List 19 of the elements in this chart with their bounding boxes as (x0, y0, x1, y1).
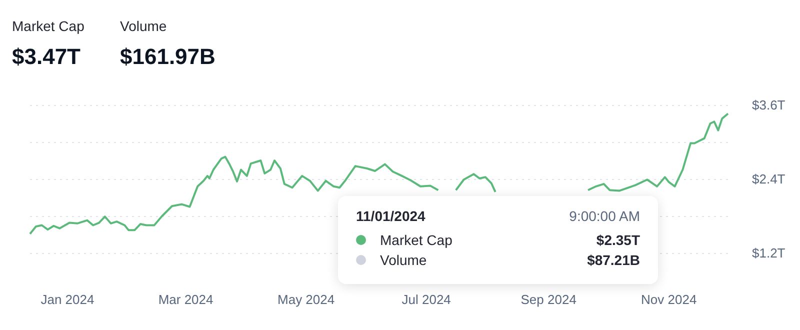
annotation: 9:00:00 AM (569, 208, 640, 224)
y-tick-label: $1.2T (752, 246, 786, 260)
annotation: Market Cap (379, 232, 452, 248)
x-tick-label: May 2024 (278, 292, 335, 307)
text: $3.47T (12, 44, 82, 70)
y-tick-label: $3.6T (752, 98, 786, 112)
x-tick-label: Jan 2024 (40, 292, 94, 307)
text: Volume (120, 18, 168, 34)
annotation: Volume (379, 252, 427, 268)
x-tick-label: Jul 2024 (402, 292, 451, 307)
y-tick-label: $2.4T (752, 172, 786, 186)
annotation: $2.35T (596, 232, 640, 248)
x-tick-label: Mar 2024 (158, 292, 214, 307)
text: $161.97B (120, 44, 216, 70)
annotation: 11/01/2024 (356, 208, 426, 224)
x-tick-label: Nov 2024 (641, 292, 697, 307)
x-tick-label: Sep 2024 (520, 292, 576, 307)
annotation: $87.21B (587, 252, 640, 268)
text: Market Cap (12, 18, 84, 34)
